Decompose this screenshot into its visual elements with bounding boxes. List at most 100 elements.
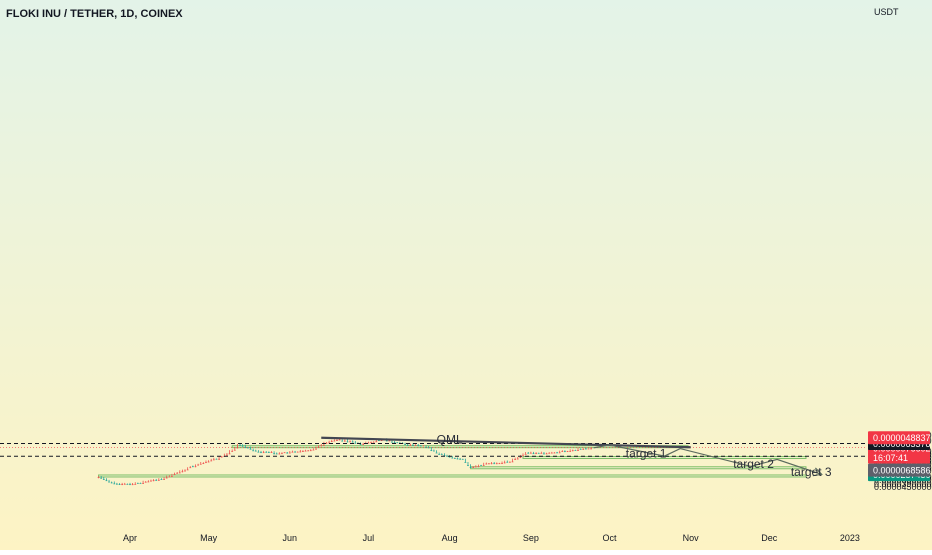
candle	[527, 451, 530, 454]
x-tick-label: Dec	[761, 533, 778, 543]
candle	[205, 460, 207, 464]
candle	[147, 480, 150, 483]
candle	[330, 439, 333, 443]
candle	[532, 451, 535, 455]
countdown-timer: 16:07:41	[873, 453, 908, 463]
chart-title: FLOKI INU / TETHER, 1D, COINEX	[6, 8, 183, 20]
x-tick-label: Aug	[442, 533, 458, 543]
support-trendline[interactable]	[321, 436, 691, 449]
candle	[453, 457, 456, 459]
candle	[511, 458, 514, 463]
candle	[199, 461, 202, 465]
candle	[498, 462, 501, 465]
candle	[244, 444, 247, 449]
candle	[548, 452, 551, 454]
candle	[409, 443, 412, 446]
candle	[370, 441, 372, 444]
candle	[540, 451, 543, 454]
target-zone-1[interactable]	[98, 474, 807, 478]
candle	[464, 458, 467, 463]
candle	[427, 446, 430, 449]
candle	[451, 455, 454, 459]
candle	[186, 467, 189, 471]
candle	[482, 462, 485, 466]
candle	[571, 449, 574, 452]
candle	[304, 449, 307, 452]
candle	[231, 449, 234, 452]
candle	[535, 452, 537, 455]
candle	[372, 441, 375, 443]
candle	[529, 451, 532, 454]
candle	[283, 452, 286, 454]
candle	[537, 452, 540, 454]
candle	[506, 460, 509, 463]
candle	[516, 457, 519, 460]
candle	[212, 457, 215, 461]
candle	[100, 475, 103, 479]
candle	[480, 464, 482, 466]
candle	[501, 461, 503, 465]
candle	[163, 477, 165, 480]
candle	[367, 441, 370, 444]
x-tick-label: Oct	[602, 533, 617, 543]
target-1-label: target 1	[626, 446, 667, 460]
currency-label: USDT	[874, 7, 899, 17]
projection-path[interactable]	[593, 444, 822, 475]
candle	[202, 462, 205, 465]
candle	[435, 450, 438, 454]
candle	[579, 448, 582, 450]
candle	[239, 443, 241, 447]
candle	[522, 453, 524, 457]
candle	[129, 482, 131, 486]
candle	[341, 439, 344, 442]
x-tick-label: May	[200, 533, 218, 543]
candle	[550, 451, 553, 454]
candle	[207, 460, 210, 463]
candle	[419, 445, 422, 447]
price-tag-stop: 0.0000048837	[868, 431, 931, 445]
x-tick-label: Sep	[523, 533, 539, 543]
price-tag-entry: 0.0000068586	[868, 463, 931, 477]
candle	[343, 439, 346, 442]
candle	[566, 450, 569, 453]
candle	[553, 452, 556, 454]
candle	[126, 483, 129, 485]
candle	[116, 482, 118, 485]
candle	[181, 469, 184, 473]
candle	[210, 458, 213, 462]
candle	[260, 450, 262, 454]
candle	[160, 478, 163, 480]
candle	[558, 450, 561, 454]
candle	[136, 482, 139, 484]
candle	[459, 457, 462, 460]
candle	[404, 442, 406, 445]
candle	[443, 453, 446, 457]
candle	[307, 450, 310, 452]
candle	[281, 452, 283, 455]
candle	[131, 482, 134, 486]
candle	[412, 443, 414, 446]
candle	[228, 450, 231, 455]
candle	[472, 466, 475, 469]
candle	[220, 455, 223, 458]
candle	[249, 446, 252, 450]
candle	[152, 479, 155, 482]
y-tick-label: 0.0000450000	[874, 482, 932, 492]
projection-arrowhead	[812, 467, 823, 477]
candle	[474, 465, 477, 468]
candle	[440, 453, 443, 455]
candle	[278, 452, 281, 455]
candle	[97, 476, 100, 479]
candle	[446, 454, 448, 457]
candle	[189, 466, 192, 469]
candle	[393, 440, 396, 443]
candle	[113, 481, 116, 485]
candle	[582, 448, 585, 450]
candle	[543, 451, 545, 455]
candle	[312, 448, 315, 451]
candle	[184, 469, 186, 472]
candle	[490, 461, 493, 465]
candle	[574, 449, 577, 451]
candle	[262, 450, 265, 454]
